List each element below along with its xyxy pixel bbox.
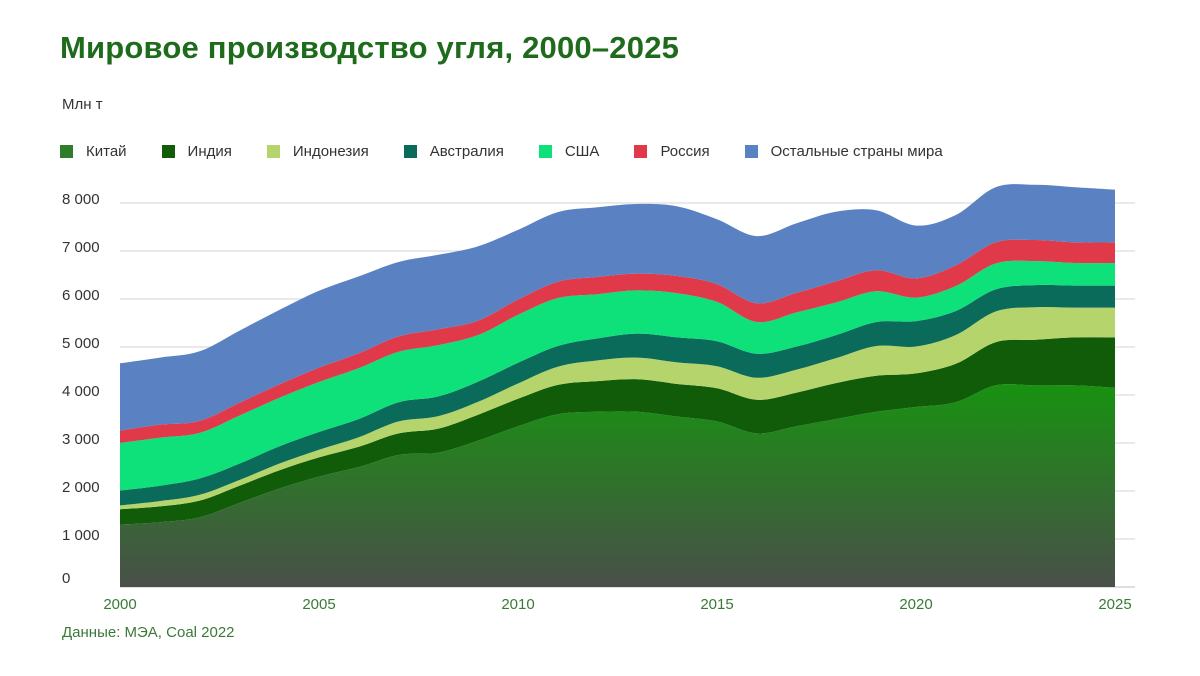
area-rest-of-world xyxy=(120,184,1115,431)
legend-label-russia: Россия xyxy=(660,143,710,160)
y-tick-label: 6 000 xyxy=(62,287,100,304)
x-tick-label: 2000 xyxy=(103,596,136,613)
legend-label-china: Китай xyxy=(86,143,127,160)
area-series xyxy=(120,184,1115,587)
legend-label-india: Индия xyxy=(187,143,232,160)
y-tick-label: 8 000 xyxy=(62,191,100,208)
legend-item-rest-of-world: Остальные страны мира xyxy=(744,143,943,160)
y-tick-label: 3 000 xyxy=(62,431,100,448)
area-indonesia xyxy=(120,306,1115,510)
legend-label-usa: США xyxy=(564,143,600,160)
y-tick-label: 5 000 xyxy=(62,335,100,352)
legend-item-india: Индия xyxy=(161,143,232,160)
y-tick-label: 4 000 xyxy=(62,383,100,400)
legend-label-indonesia: Индонезия xyxy=(292,143,369,160)
x-tick-label: 2010 xyxy=(501,596,534,613)
legend-label-australia: Австралия xyxy=(429,143,504,160)
legend-item-russia: Россия xyxy=(634,143,710,160)
y-tick-label: 2 000 xyxy=(62,479,100,496)
x-tick-label: 2020 xyxy=(899,596,932,613)
x-tick-label: 2005 xyxy=(302,596,335,613)
area-india xyxy=(120,337,1115,525)
legend-swatch-usa xyxy=(538,145,552,158)
data-source-note: Данные: МЭА, Coal 2022 xyxy=(62,624,235,641)
legend-swatch-indonesia xyxy=(266,145,280,158)
legend: Китай Индия Индонезия Австралия США Росс… xyxy=(60,143,978,160)
legend-swatch-china xyxy=(60,145,73,158)
x-tick-label: 2025 xyxy=(1098,596,1131,613)
legend-swatch-india xyxy=(161,145,175,158)
legend-item-usa: США xyxy=(538,143,600,160)
legend-label-rest-of-world: Остальные страны мира xyxy=(770,143,943,160)
chart-title: Мировое производство угля, 2000–2025 xyxy=(60,30,680,65)
y-tick-label: 7 000 xyxy=(62,239,100,256)
x-axis-ticks: 2000 2005 2010 2015 2020 2025 xyxy=(103,596,1131,613)
x-tick-label: 2015 xyxy=(700,596,733,613)
y-tick-label: 0 xyxy=(62,570,70,587)
area-usa xyxy=(120,260,1115,491)
legend-swatch-rest-of-world xyxy=(744,145,758,158)
y-axis-unit-label: Млн т xyxy=(62,96,103,113)
legend-swatch-russia xyxy=(634,145,648,158)
y-axis-ticks: 0 1 000 2 000 3 000 4 000 5 000 6 000 7 000 8 00… xyxy=(62,191,100,587)
legend-item-australia: Австралия xyxy=(403,143,504,160)
y-tick-label: 1 000 xyxy=(62,527,100,544)
area-australia xyxy=(120,284,1115,506)
area-china xyxy=(120,384,1115,587)
area-russia xyxy=(120,239,1115,443)
legend-item-indonesia: Индонезия xyxy=(266,143,369,160)
legend-item-china: Китай xyxy=(60,143,127,160)
legend-swatch-australia xyxy=(403,145,417,158)
